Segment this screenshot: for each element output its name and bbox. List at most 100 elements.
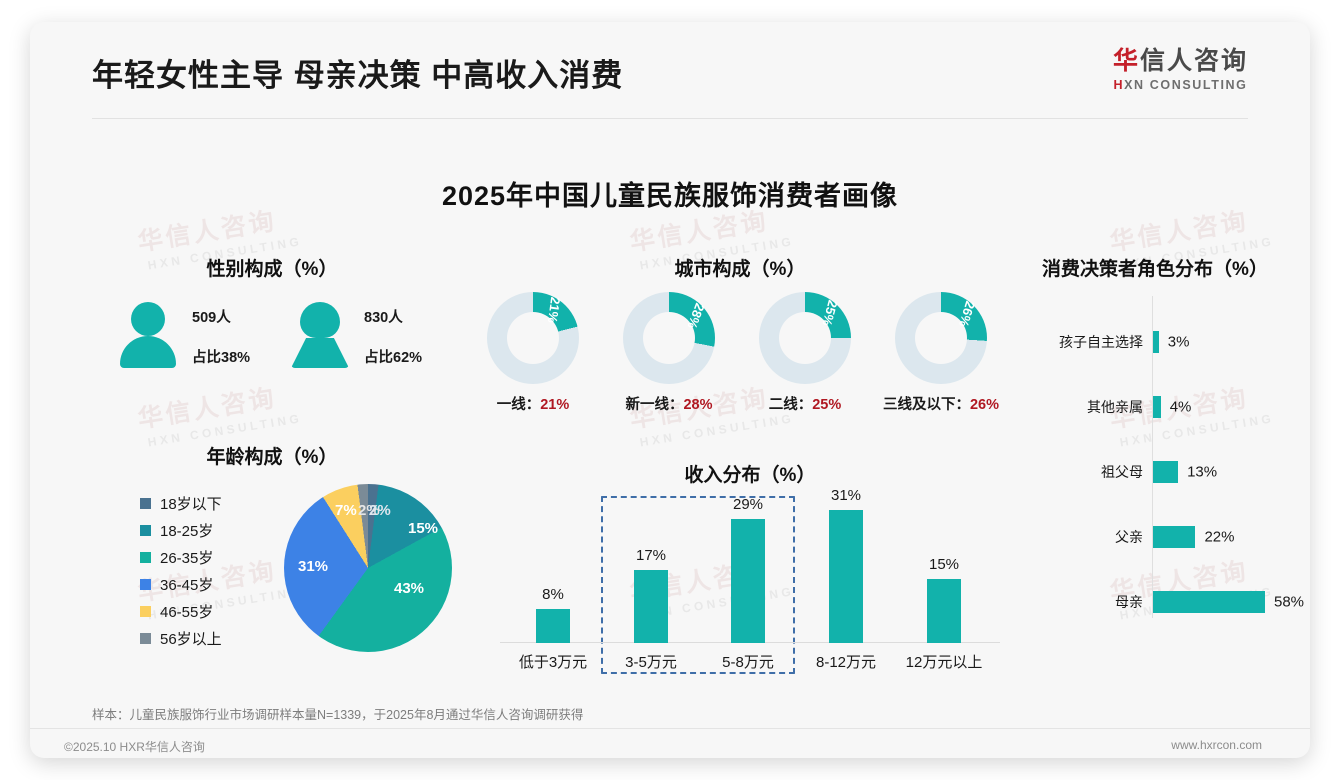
income-bar [927,578,961,643]
donut-value: 25% [819,298,841,328]
income-bar-category: 3-5万元 [625,654,677,671]
decision-axis-line [1152,296,1153,618]
city-panel-title: 城市构成（%） [674,259,806,280]
income-bar [829,510,863,643]
income-bar-category: 8-12万元 [815,654,877,671]
table-row: 母亲 58% [1015,588,1304,616]
table-row: 父亲 22% [1015,523,1295,551]
age-pie-chart [284,484,452,652]
age-composition-panel: 年龄构成（%） 18岁以下 18-25岁 26-35岁 36-45岁 46-55… [92,442,472,682]
footer-copyright: ©2025.10 HXR华信人咨询 [64,740,205,754]
pie-slice-value-26-35: 43% [394,580,425,597]
donut-caption: 三线及以下：26% [878,393,1004,414]
city-donut-item: 28% 新一线：28% [606,292,732,414]
company-logo: 华信人咨询 HXN CONSULTING [1113,48,1248,92]
male-person-icon [120,302,176,368]
donut-caption-value: 28% [683,397,713,413]
table-row: 其他亲属 4% [1015,393,1295,421]
income-bar-value: 15% [928,555,960,573]
table-row: 孩子自主选择 3% [1015,328,1295,356]
income-bar [634,570,668,643]
sample-note: 样本：儿童民族服饰行业市场调研样本量N=1339，于2025年8月通过华信人咨询… [92,708,584,722]
watermark: 华信人咨询 HXN CONSULTING [135,375,303,451]
age-panel-title: 年龄构成（%） [206,447,338,468]
donut-caption: 新一线：28% [606,393,732,414]
donut-chart: 28% [623,292,715,384]
decision-bar [1153,526,1196,548]
decision-row-value: 3% [1167,333,1190,351]
donut-value: 28% [684,300,708,331]
income-panel-title: 收入分布（%） [684,465,816,486]
legend-label: 26-35岁 [160,550,214,567]
logo-en-lead: H [1113,78,1125,93]
pie-slice-value-36-45: 31% [298,558,329,575]
female-body-shape [291,338,349,368]
legend-item: 36-45岁 [140,571,222,598]
main-chart-title: 2025年中国儿童民族服饰消费者画像 [441,181,899,211]
income-bar-value: 17% [635,547,667,565]
decision-bar [1153,461,1179,483]
decision-bar [1153,591,1265,613]
income-bar-value: 29% [732,495,764,513]
slide-header: 年轻女性主导 母亲决策 中高收入消费 华信人咨询 HXN CONSULTING [30,22,1310,119]
logo-chinese-text: 华信人咨询 [1113,48,1248,74]
logo-english-text: HXN CONSULTING [1113,78,1248,92]
income-bar [731,518,765,643]
female-share: 占比62% [364,350,423,366]
legend-swatch [140,606,151,617]
donut-value: 26% [955,299,978,329]
income-bar-category: 12万元以上 [905,654,983,671]
legend-item: 56岁以上 [140,625,222,652]
decision-bar [1153,396,1161,418]
legend-swatch [140,552,151,563]
logo-rest-chars: 信人咨询 [1139,47,1248,75]
decision-row-value: 4% [1169,398,1192,416]
donut-chart: 21% [487,292,579,384]
decision-row-value: 13% [1187,463,1218,481]
decision-row-value: 22% [1204,528,1235,546]
decision-role-panel: 消费决策者角色分布（%） 孩子自主选择 3% 其他亲属 4% 祖父母 13% 父… [1015,254,1304,624]
city-donut-item: 25% 二线：25% [742,292,868,414]
legend-label: 56岁以上 [160,631,222,648]
male-body-shape [120,336,176,368]
pie-slice-value-46-55: 7% [335,502,357,519]
income-bar-category: 低于3万元 [518,654,588,671]
legend-label: 18岁以下 [160,496,222,513]
donut-caption-label: 一线： [496,397,541,413]
city-donut-item: 26% 三线及以下：26% [878,292,1004,414]
donut-chart: 25% [759,292,851,384]
decision-bar [1153,331,1159,353]
legend-swatch [140,498,151,509]
legend-swatch [140,525,151,536]
legend-item: 46-55岁 [140,598,222,625]
page-title: 年轻女性主导 母亲决策 中高收入消费 [92,58,624,93]
income-distribution-panel: 收入分布（%） 8% 低于3万元 17% 3-5万元 29% 5-8万元 31%… [485,460,1015,685]
income-bar-value: 31% [830,487,862,505]
decision-row-value: 58% [1274,593,1305,611]
city-donut-item: 21% 一线：21% [470,292,596,414]
decision-row-label: 其他亲属 [1087,399,1143,415]
donut-caption: 一线：21% [470,393,596,414]
gender-composition-panel: 性别构成（%） 509人 占比38% 830人 占比62% [92,254,452,384]
legend-item: 26-35岁 [140,544,222,571]
footer-divider [30,728,1310,729]
donut-chart: 26% [895,292,987,384]
age-legend: 18岁以下 18-25岁 26-35岁 36-45岁 46-55岁 56岁以上 [140,490,222,652]
legend-item: 18岁以下 [140,490,222,517]
female-head-shape [300,302,340,338]
female-count: 830人 [364,310,403,326]
donut-caption-label: 二线： [768,397,813,413]
header-divider [92,118,1248,119]
decision-row-label: 孩子自主选择 [1059,334,1143,350]
legend-label: 46-55岁 [160,604,214,621]
footer-website[interactable]: www.hxrcon.com [1171,738,1262,752]
female-person-icon [291,302,349,368]
donut-caption-label: 三线及以下： [882,397,970,413]
income-bar-value: 8% [542,585,564,603]
logo-accent-char: 华 [1112,47,1140,75]
gender-panel-title: 性别构成（%） [206,259,338,280]
donut-caption-value: 21% [540,397,570,413]
pie-slice-value-under-18: 2% [369,502,391,519]
watermark-en: HXN CONSULTING [638,411,796,450]
decision-row-label: 父亲 [1115,529,1143,545]
